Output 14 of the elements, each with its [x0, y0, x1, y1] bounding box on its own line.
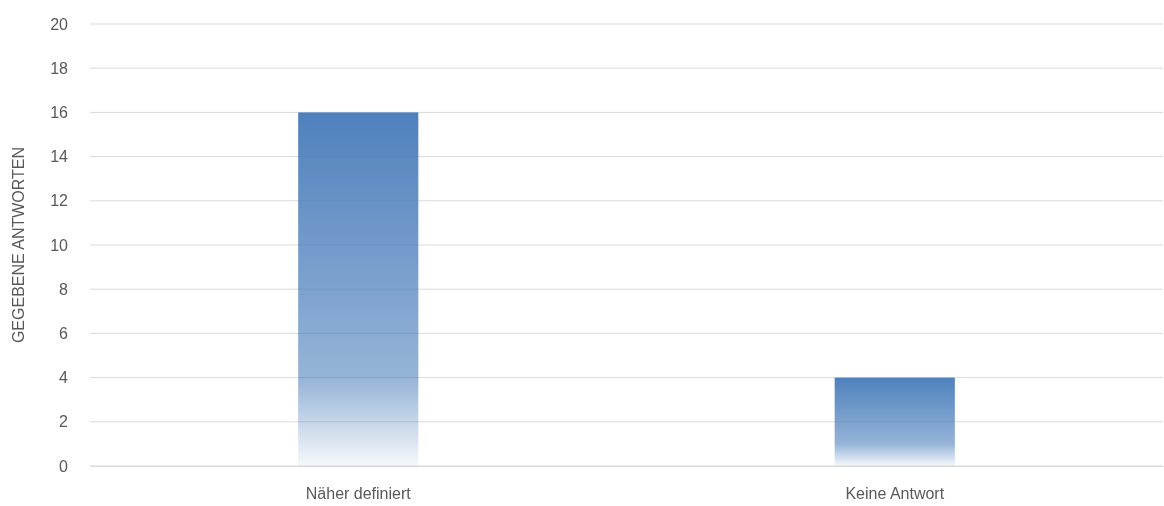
- y-tick-label: 0: [59, 457, 69, 475]
- y-tick-label: 8: [59, 280, 69, 298]
- x-tick-label: Näher definiert: [305, 485, 412, 503]
- y-tick-label: 12: [50, 192, 69, 210]
- y-tick-label: 4: [59, 369, 69, 387]
- y-tick-label: 2: [59, 413, 69, 431]
- y-tick-label: 18: [50, 59, 69, 77]
- y-tick-label: 10: [50, 236, 69, 254]
- y-tick-label: 16: [50, 104, 69, 122]
- x-tick-label: Keine Antwort: [845, 485, 945, 503]
- y-axis-title: GEGEBENE ANTWORTEN: [10, 146, 27, 344]
- y-tick-label: 14: [50, 148, 69, 166]
- y-tick-label: 6: [59, 325, 69, 343]
- y-tick-label: 20: [50, 15, 69, 33]
